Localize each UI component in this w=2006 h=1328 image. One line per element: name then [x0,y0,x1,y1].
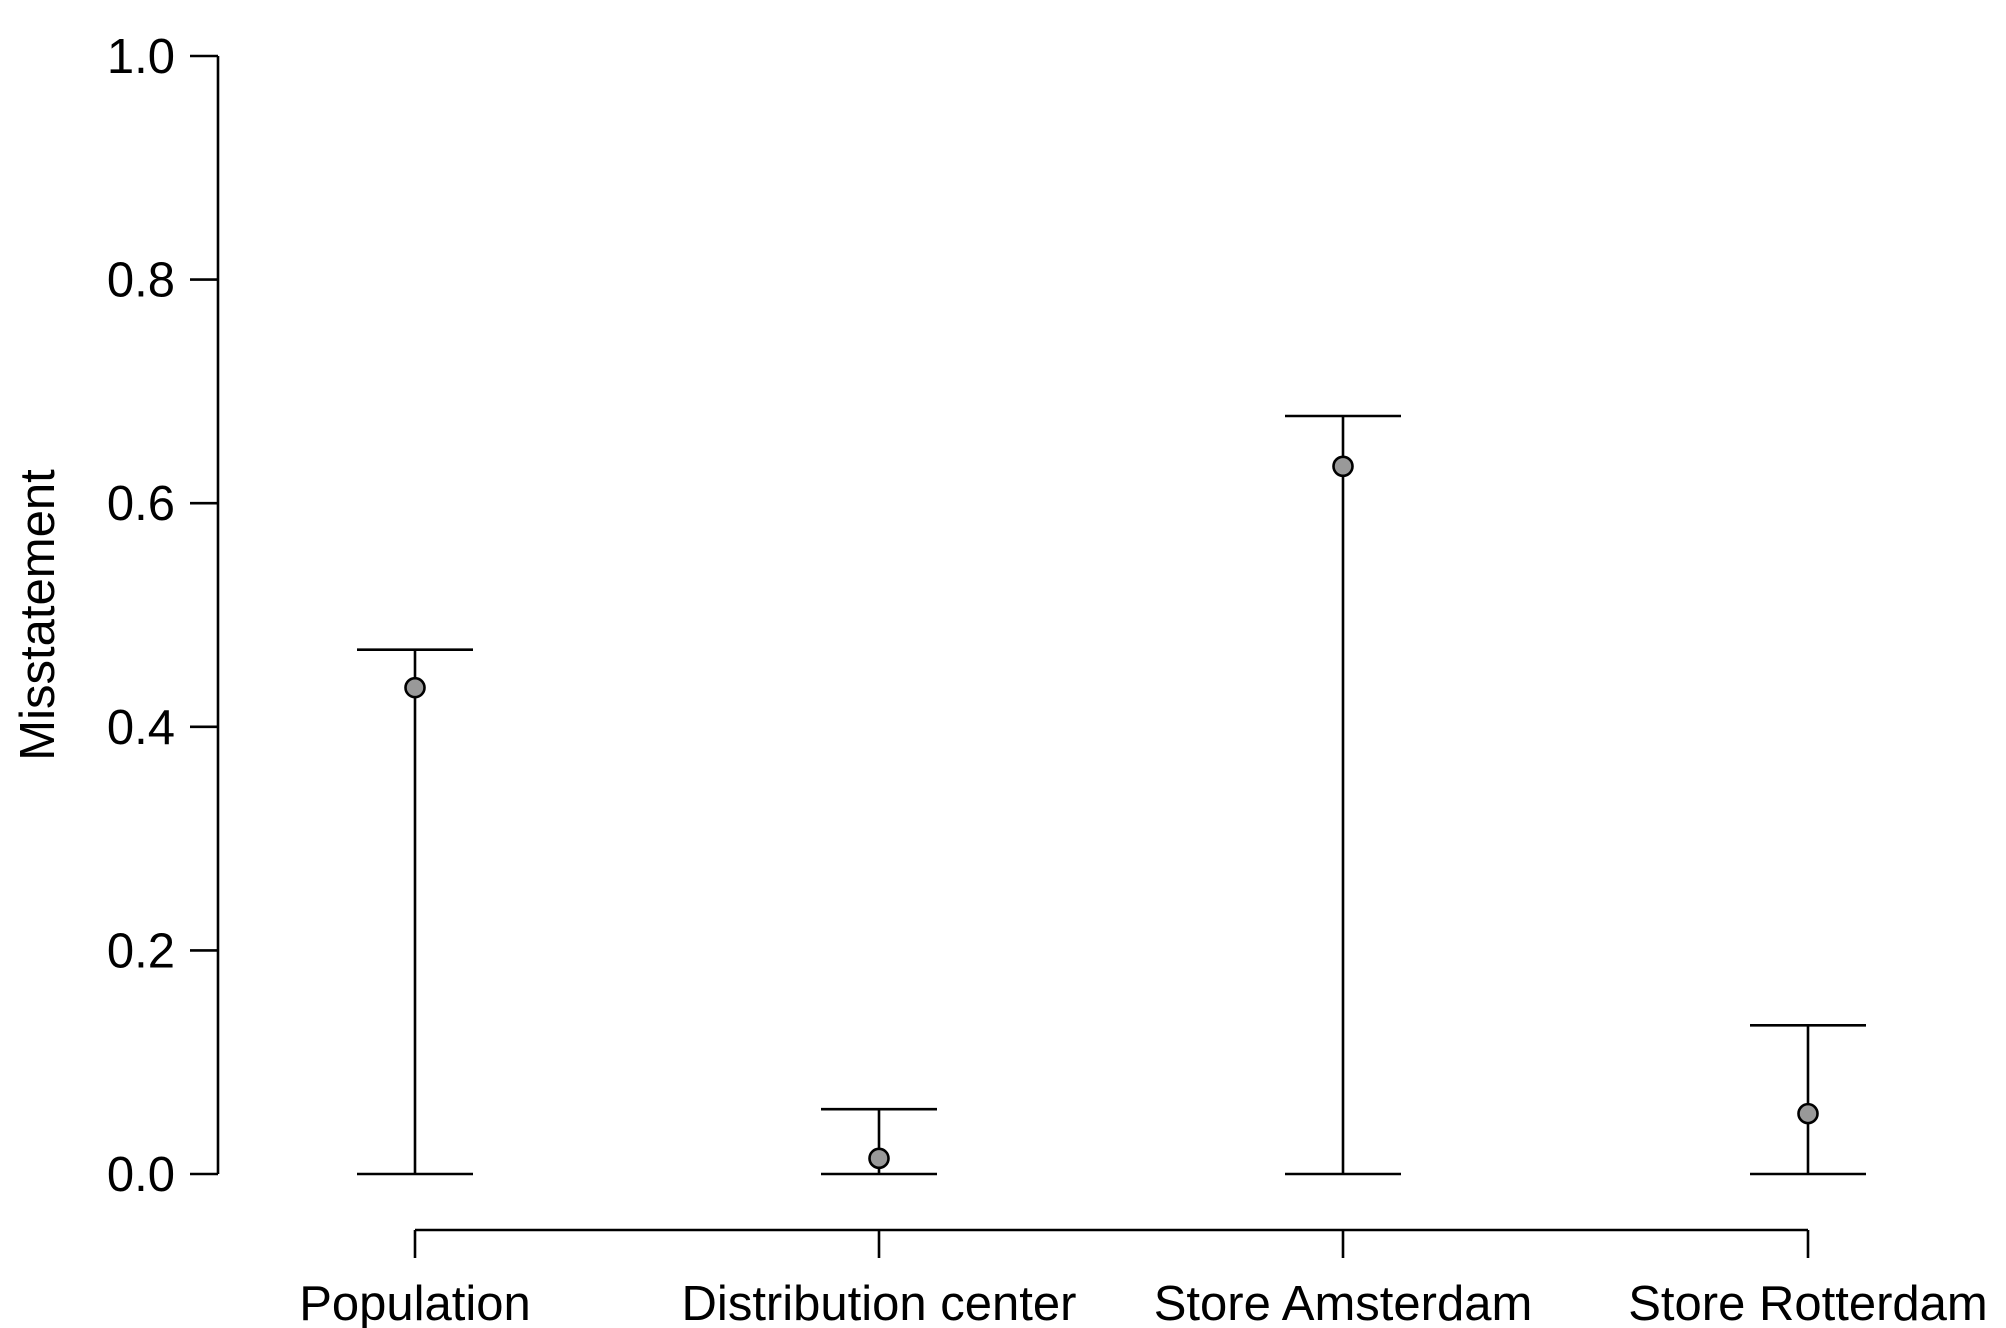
y-axis: 0.0 0.2 0.4 0.6 0.8 1.0 [107,30,220,1202]
x-tick-label: Store Amsterdam [1154,1277,1533,1328]
x-tick-label: Distribution center [682,1277,1077,1328]
error-bar-group [1750,1024,1866,1176]
y-tick-label: 0.8 [107,254,175,308]
error-bar-group [357,648,473,1176]
estimate-point [1797,1102,1819,1125]
x-tick-label: Population [299,1277,531,1328]
x-axis: Population Distribution center Store Amste… [299,1228,1988,1328]
estimate-point [404,676,426,699]
error-bar-group [1285,414,1401,1176]
x-tick-label: Store Rotterdam [1628,1277,1988,1328]
y-tick-label: 1.0 [107,30,175,84]
y-tick-label: 0.4 [107,701,175,755]
estimate-point [868,1147,890,1170]
y-axis-label: Misstatement [11,469,65,761]
y-tick-label: 0.6 [107,477,175,531]
estimate-point [1332,455,1354,478]
error-bars [357,414,1866,1176]
y-tick-label: 0.2 [107,924,175,978]
error-bar-group [821,1107,937,1176]
y-tick-label: 0.0 [107,1148,175,1202]
